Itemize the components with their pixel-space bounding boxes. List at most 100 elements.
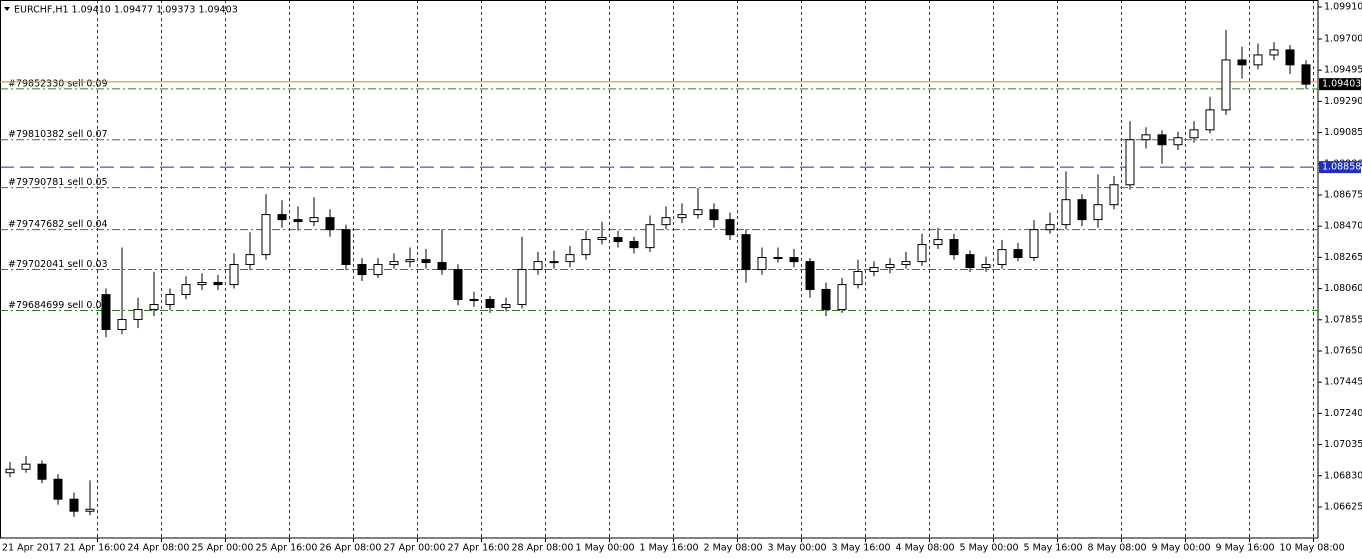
y-tick-label: 1.09495 xyxy=(1324,65,1362,76)
candle-body xyxy=(981,264,991,269)
candle-body xyxy=(1093,204,1103,221)
candle-body xyxy=(693,209,703,216)
candle-body xyxy=(1125,139,1135,186)
title-arrow xyxy=(4,7,10,11)
y-tick-label: 1.08675 xyxy=(1324,189,1362,200)
candle-body xyxy=(725,219,735,236)
candle-body xyxy=(885,264,895,269)
x-tick-label: 1 May 00:00 xyxy=(576,543,635,554)
order-label: #79810382 sell 0.07 xyxy=(8,129,108,140)
y-tick-label: 1.07445 xyxy=(1324,377,1362,388)
x-tick-label: 2 May 08:00 xyxy=(704,543,763,554)
price-box-label: 1.08858 xyxy=(1322,162,1361,173)
candle-body xyxy=(53,478,63,500)
candle-body xyxy=(517,269,527,306)
candle-body xyxy=(1189,129,1199,139)
candle-body xyxy=(709,209,719,221)
candle-body xyxy=(565,254,575,263)
candle-body xyxy=(869,267,879,273)
x-tick-label: 9 May 00:00 xyxy=(1152,543,1211,554)
candle-body xyxy=(165,293,175,306)
x-tick-label: 4 May 08:00 xyxy=(896,543,955,554)
candle-body xyxy=(1301,64,1311,85)
price-box xyxy=(1319,161,1361,174)
candle-body xyxy=(469,299,479,302)
y-tick-label: 1.09910 xyxy=(1324,2,1362,13)
x-tick-label: 25 Apr 16:00 xyxy=(256,543,318,554)
y-tick-label: 1.08060 xyxy=(1324,283,1362,294)
y-tick-label: 1.08265 xyxy=(1324,252,1362,263)
order-label: #79852330 sell 0.09 xyxy=(8,78,108,89)
candle-body xyxy=(213,281,223,286)
candle-body xyxy=(1173,137,1183,146)
candle-body xyxy=(613,237,623,243)
candle-body xyxy=(245,254,255,266)
candle-body xyxy=(549,261,559,264)
y-tick-label: 1.07855 xyxy=(1324,314,1362,325)
x-tick-label: 8 May 08:00 xyxy=(1088,543,1147,554)
candle-body xyxy=(341,229,351,266)
x-tick-label: 1 May 16:00 xyxy=(640,543,699,554)
candle-body xyxy=(629,241,639,249)
candle-body xyxy=(933,239,943,246)
candle-body xyxy=(965,254,975,269)
candle-body xyxy=(1221,59,1231,111)
candle-body xyxy=(853,271,863,286)
order-label: #79747682 sell 0.04 xyxy=(8,219,108,230)
order-label: #79684699 sell 0.02 xyxy=(8,300,108,311)
x-tick-label: 9 May 16:00 xyxy=(1216,543,1275,554)
candle-body xyxy=(997,249,1007,266)
x-tick-label: 5 May 16:00 xyxy=(1024,543,1083,554)
price-box-label: 1.09403 xyxy=(1322,79,1361,90)
price-box xyxy=(1319,78,1361,91)
x-tick-label: 3 May 16:00 xyxy=(832,543,891,554)
x-tick-label: 28 Apr 08:00 xyxy=(512,543,574,554)
y-tick-label: 1.06830 xyxy=(1324,470,1362,481)
candle-body xyxy=(117,318,127,330)
candle-body xyxy=(1077,199,1087,221)
candle-body xyxy=(453,269,463,301)
candle-body xyxy=(101,294,111,330)
candle-body xyxy=(917,244,927,263)
candle-body xyxy=(421,259,431,264)
y-tick-label: 1.07035 xyxy=(1324,439,1362,450)
candle-body xyxy=(677,214,687,219)
candle-body xyxy=(1013,249,1023,259)
candle-body xyxy=(149,304,159,311)
candle-body xyxy=(789,257,799,263)
candle-body xyxy=(741,234,751,271)
y-tick-label: 1.08470 xyxy=(1324,221,1362,232)
candle-body xyxy=(501,304,511,308)
candle-body xyxy=(533,261,543,271)
candle-body xyxy=(1061,199,1071,226)
y-tick-label: 1.09700 xyxy=(1324,33,1362,44)
candle-body xyxy=(821,288,831,311)
candle-body xyxy=(1285,49,1295,66)
x-tick-label: 25 Apr 00:00 xyxy=(192,543,254,554)
candle-body xyxy=(229,264,239,286)
candle-body xyxy=(661,217,671,226)
order-label: #79790781 sell 0.05 xyxy=(8,177,108,188)
candle-body xyxy=(437,262,447,271)
candle-body xyxy=(597,237,607,241)
candle-body xyxy=(581,239,591,256)
candle-body xyxy=(485,299,495,308)
x-tick-label: 21 Apr 16:00 xyxy=(64,543,126,554)
candle-body xyxy=(37,463,47,480)
candle-body xyxy=(805,261,815,290)
y-tick-label: 1.07650 xyxy=(1324,345,1362,356)
y-tick-label: 1.09290 xyxy=(1324,96,1362,107)
x-tick-label: 27 Apr 00:00 xyxy=(384,543,446,554)
candle-body xyxy=(21,463,31,470)
candle-body xyxy=(133,309,143,320)
candle-body xyxy=(645,224,655,249)
candle-body xyxy=(389,261,399,266)
candle-body xyxy=(405,259,415,263)
candle-body xyxy=(1205,109,1215,131)
candle-body xyxy=(1253,54,1263,66)
x-tick-label: 21 Apr 2017 xyxy=(2,543,61,554)
candle-body xyxy=(293,219,303,223)
candle-body xyxy=(837,284,847,311)
chart-title: EURCHF,H1 1.09410 1.09477 1.09373 1.0940… xyxy=(14,5,238,16)
candle-body xyxy=(197,281,207,286)
